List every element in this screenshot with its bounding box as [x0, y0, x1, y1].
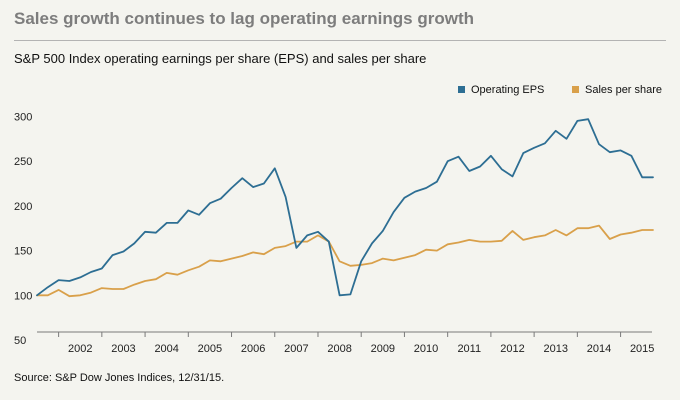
x-tick-label: 2013 [543, 343, 567, 355]
title-divider [14, 40, 666, 41]
y-tick-label: 50 [14, 335, 26, 347]
chart-subtitle: S&P 500 Index operating earnings per sha… [14, 51, 427, 66]
legend: Operating EPS Sales per share [458, 84, 662, 96]
legend-label: Operating EPS [471, 84, 544, 96]
x-tick-label: 2015 [630, 343, 654, 355]
source-note: Source: S&P Dow Jones Indices, 12/31/15. [14, 372, 225, 384]
x-tick-label: 2012 [500, 343, 524, 355]
y-axis: 50 100 150 200 250 300 [14, 111, 32, 347]
x-tick-label: 2014 [587, 343, 611, 355]
legend-swatch [572, 86, 579, 93]
x-tick-label: 2010 [414, 343, 438, 355]
y-tick-label: 300 [14, 111, 32, 123]
x-tick-label: 2006 [241, 343, 265, 355]
series-layer [36, 118, 654, 298]
legend-swatch [458, 86, 465, 93]
chart-title: Sales growth continues to lag operating … [14, 9, 474, 28]
series-line-operating-eps [36, 118, 654, 297]
x-tick-label: 2002 [68, 343, 92, 355]
x-tick-label: 2005 [198, 343, 222, 355]
x-tick-label: 2003 [111, 343, 135, 355]
x-axis: 2002 2003 2004 2005 2006 2007 2008 2009 2010 2011… [37, 331, 654, 355]
x-tick-label: 2008 [327, 343, 351, 355]
x-tick-label: 2011 [457, 343, 481, 355]
y-tick-label: 150 [14, 246, 32, 258]
x-tick-label: 2007 [284, 343, 308, 355]
y-tick-label: 200 [14, 201, 32, 213]
series-line-sales-per-share [36, 224, 654, 298]
y-tick-label: 250 [14, 156, 32, 168]
legend-label: Sales per share [585, 84, 662, 96]
x-tick-label: 2004 [154, 343, 178, 355]
x-tick-label: 2009 [371, 343, 395, 355]
y-tick-label: 100 [14, 290, 32, 302]
